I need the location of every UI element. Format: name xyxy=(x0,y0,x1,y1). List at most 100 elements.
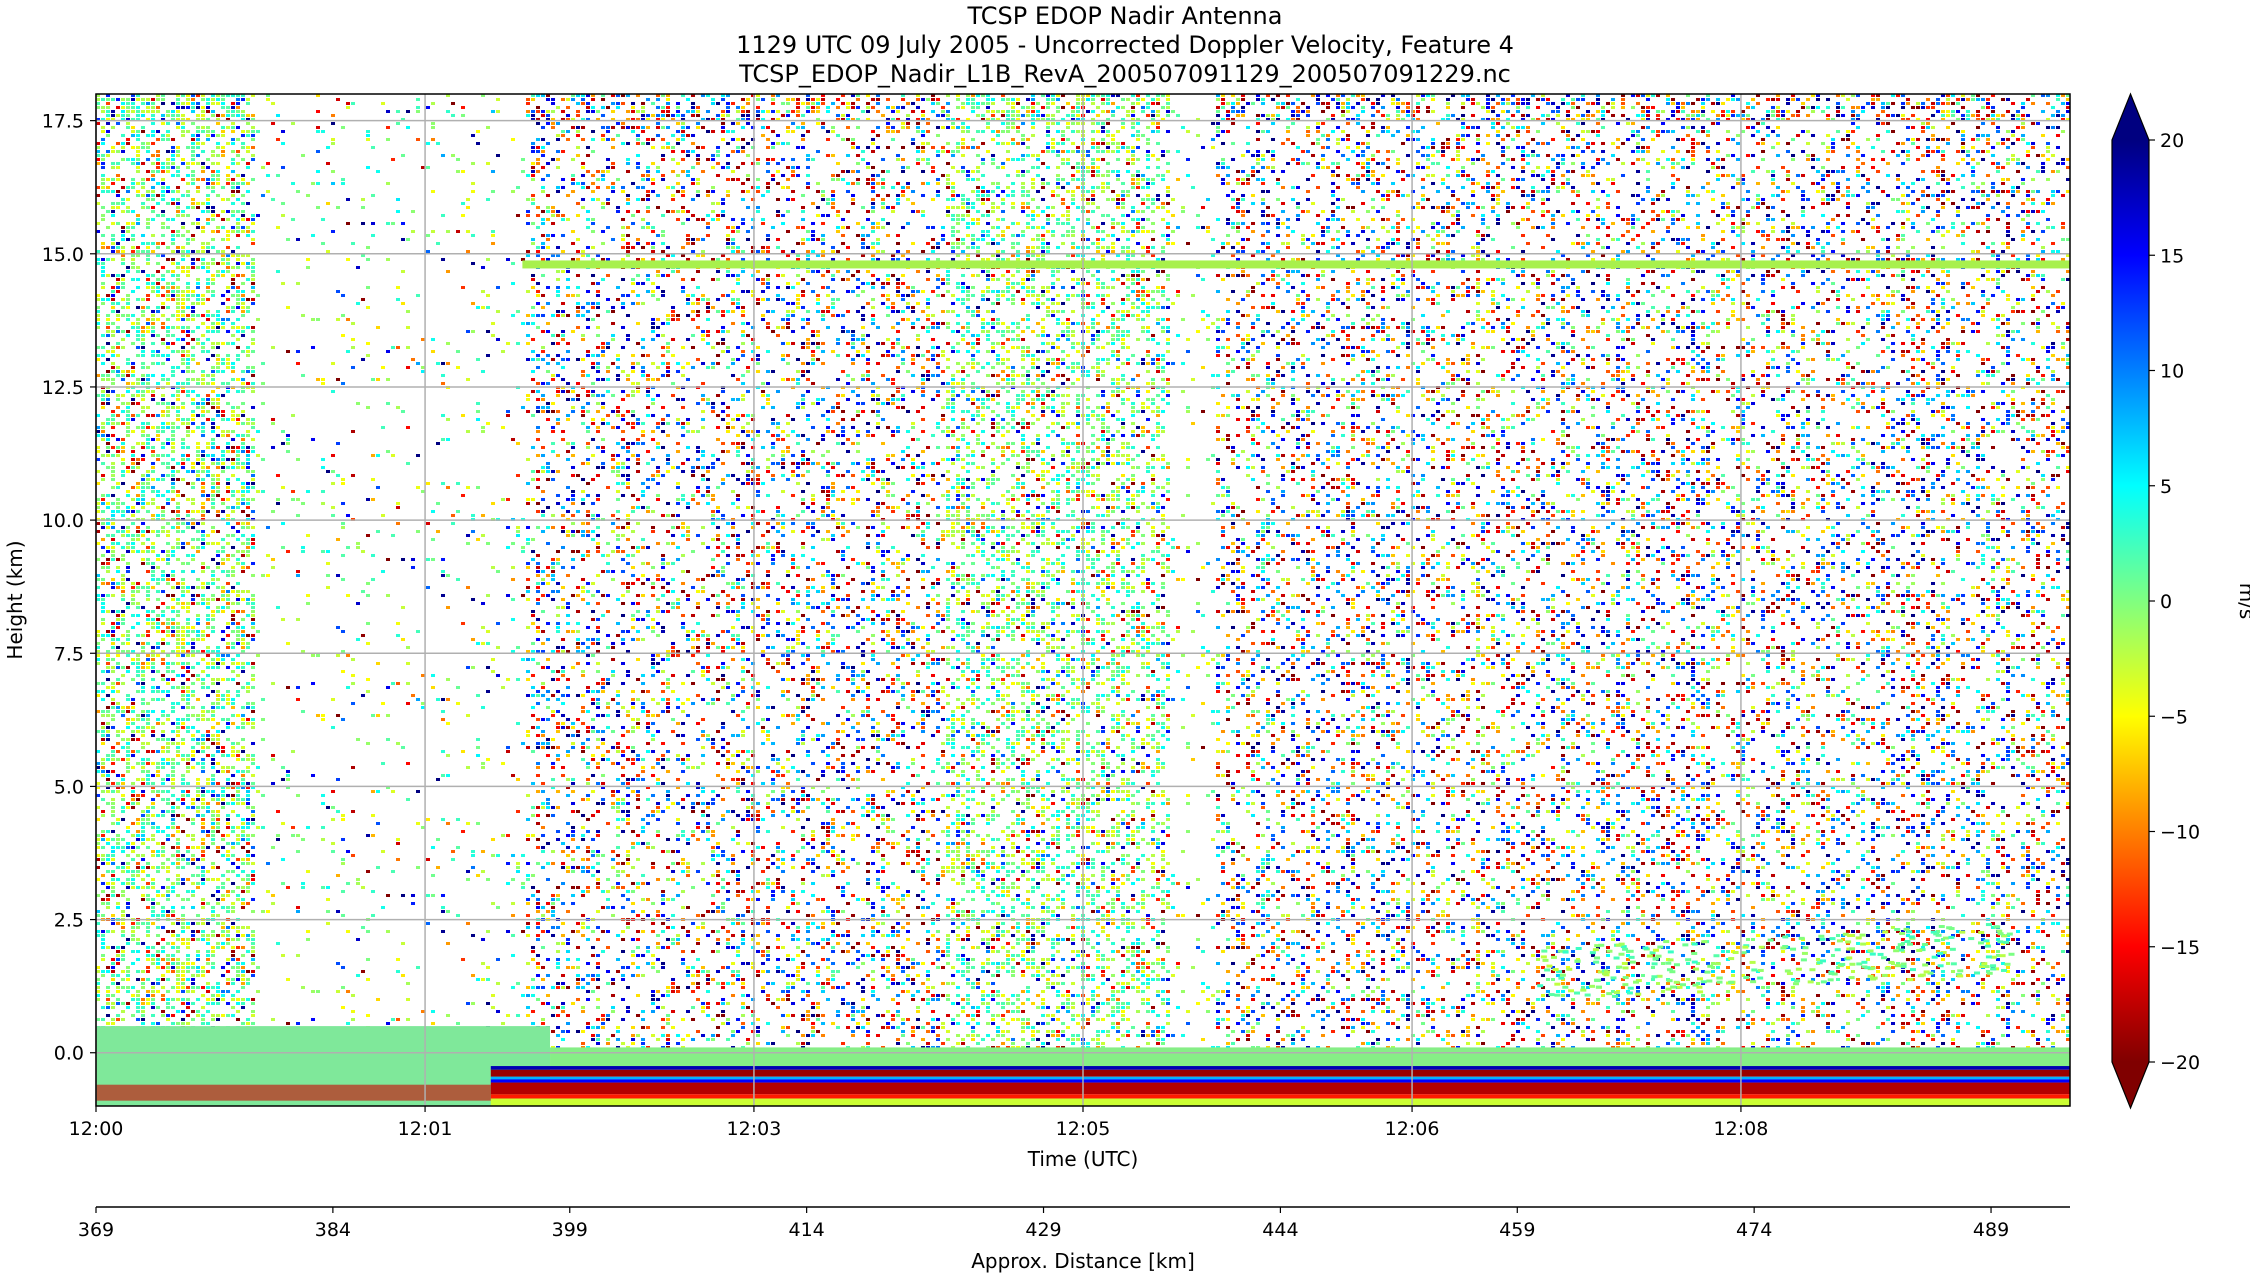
velocity-cell xyxy=(166,158,170,161)
velocity-cell xyxy=(1636,246,1640,249)
velocity-cell xyxy=(146,218,150,221)
velocity-cell xyxy=(581,182,585,185)
velocity-cell xyxy=(1431,142,1435,145)
velocity-cell xyxy=(241,98,245,101)
velocity-cell xyxy=(1236,170,1240,173)
velocity-cell xyxy=(986,234,990,237)
velocity-cell xyxy=(1901,162,1905,165)
velocity-cell xyxy=(1036,214,1040,217)
velocity-cell xyxy=(166,218,170,221)
velocity-cell xyxy=(1961,198,1965,201)
velocity-cell xyxy=(881,186,885,189)
velocity-cell xyxy=(1651,210,1655,213)
velocity-cell xyxy=(141,242,145,245)
velocity-cell xyxy=(726,246,730,249)
velocity-cell xyxy=(1936,210,1940,213)
velocity-cell xyxy=(1141,246,1145,249)
velocity-cell xyxy=(2056,98,2060,101)
velocity-cell xyxy=(1656,134,1660,137)
velocity-cell xyxy=(196,154,200,157)
velocity-cell xyxy=(1756,222,1760,225)
velocity-cell xyxy=(901,226,905,229)
velocity-cell xyxy=(1786,190,1790,193)
velocity-cell xyxy=(831,154,835,157)
velocity-cell xyxy=(1246,238,1250,241)
velocity-cell xyxy=(131,110,135,113)
velocity-cell xyxy=(191,146,195,149)
velocity-cell xyxy=(146,242,150,245)
velocity-cell xyxy=(1371,206,1375,209)
velocity-cell xyxy=(846,106,850,109)
velocity-cell xyxy=(1896,186,1900,189)
velocity-cell xyxy=(1786,238,1790,241)
velocity-cell xyxy=(416,138,420,141)
velocity-cell xyxy=(1551,226,1555,229)
velocity-cell xyxy=(1121,142,1125,145)
velocity-cell xyxy=(1866,178,1870,181)
velocity-cell xyxy=(141,102,145,105)
velocity-cell xyxy=(666,142,670,145)
velocity-cell xyxy=(1806,230,1810,233)
velocity-cell xyxy=(581,102,585,105)
velocity-cell xyxy=(1431,238,1435,241)
velocity-cell xyxy=(1486,98,1490,101)
velocity-cell xyxy=(226,110,230,113)
velocity-cell xyxy=(1046,230,1050,233)
velocity-cell xyxy=(2026,226,2030,229)
velocity-cell xyxy=(1126,98,1130,101)
velocity-cell xyxy=(886,98,890,101)
velocity-cell xyxy=(1296,98,1300,101)
velocity-cell xyxy=(2031,202,2035,205)
velocity-cell xyxy=(901,166,905,169)
velocity-cell xyxy=(906,250,910,253)
velocity-cell xyxy=(1836,110,1840,113)
velocity-cell xyxy=(1796,174,1800,177)
velocity-cell xyxy=(1701,142,1705,145)
velocity-cell xyxy=(1001,202,1005,205)
velocity-cell xyxy=(341,178,345,181)
velocity-cell xyxy=(101,178,105,181)
velocity-cell xyxy=(576,154,580,157)
velocity-cell xyxy=(596,186,600,189)
velocity-cell xyxy=(861,150,865,153)
velocity-cell xyxy=(1076,150,1080,153)
velocity-cell xyxy=(681,170,685,173)
velocity-cell xyxy=(641,114,645,117)
velocity-cell xyxy=(1746,198,1750,201)
velocity-cell xyxy=(611,162,615,165)
velocity-cell xyxy=(1046,150,1050,153)
velocity-cell xyxy=(1816,158,1820,161)
velocity-cell xyxy=(196,162,200,165)
velocity-cell xyxy=(1206,226,1210,229)
velocity-cell xyxy=(231,102,235,105)
velocity-cell xyxy=(1086,98,1090,101)
velocity-cell xyxy=(1681,102,1685,105)
velocity-cell xyxy=(896,242,900,245)
velocity-cell xyxy=(206,106,210,109)
velocity-cell xyxy=(1516,110,1520,113)
velocity-cell xyxy=(151,162,155,165)
velocity-cell xyxy=(1271,150,1275,153)
velocity-cell xyxy=(1116,106,1120,109)
velocity-cell xyxy=(681,210,685,213)
velocity-cell xyxy=(536,214,540,217)
velocity-cell xyxy=(1776,134,1780,137)
velocity-cell xyxy=(1216,218,1220,221)
velocity-cell xyxy=(676,122,680,125)
velocity-cell xyxy=(1001,210,1005,213)
velocity-cell xyxy=(1571,106,1575,109)
velocity-cell xyxy=(1321,110,1325,113)
velocity-cell xyxy=(1166,210,1170,213)
velocity-cell xyxy=(536,250,540,253)
velocity-cell xyxy=(871,246,875,249)
velocity-cell xyxy=(486,162,490,165)
velocity-cell xyxy=(1211,122,1215,125)
velocity-cell xyxy=(361,206,365,209)
velocity-cell xyxy=(1226,218,1230,221)
velocity-cell xyxy=(206,102,210,105)
velocity-cell xyxy=(861,226,865,229)
velocity-cell xyxy=(1346,122,1350,125)
velocity-cell xyxy=(1181,206,1185,209)
velocity-cell xyxy=(1141,186,1145,189)
velocity-cell xyxy=(1726,138,1730,141)
